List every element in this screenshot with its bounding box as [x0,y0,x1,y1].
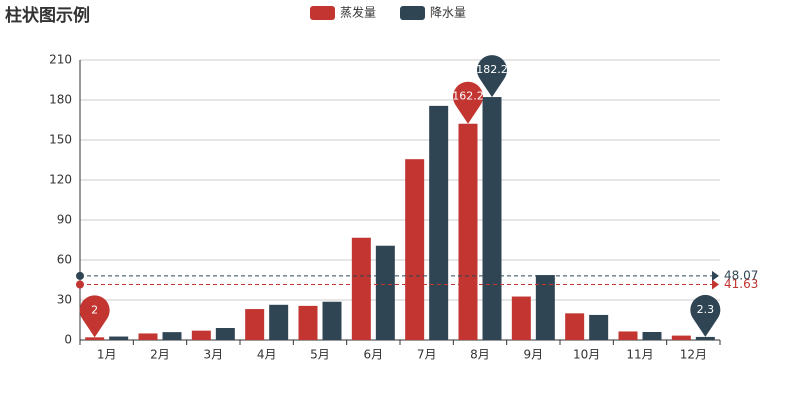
bar [245,309,265,340]
bar [589,314,609,340]
mark-pin [79,295,110,338]
mark-pin [477,55,508,98]
x-tick-label: 4月 [257,348,277,362]
bar [405,159,425,340]
mark-pin-label: 2.3 [697,303,715,316]
bar [671,335,691,340]
x-tick-label: 12月 [680,348,707,362]
x-tick-label: 10月 [573,348,600,362]
y-tick-label: 30 [57,293,72,307]
bar [511,296,531,340]
x-tick-label: 1月 [97,348,117,362]
average-label: 48.07 [724,268,758,282]
x-tick-label: 5月 [310,348,330,362]
bar [298,305,318,340]
bar [429,105,449,340]
mark-pin-label: 2 [91,303,98,316]
bar [482,97,502,340]
y-tick-label: 150 [49,133,72,147]
legend-label: 降水量 [430,6,466,20]
y-tick-label: 210 [49,53,72,67]
x-tick-label: 8月 [470,348,490,362]
bar [695,336,715,340]
bar [85,337,105,340]
average-start [76,280,84,289]
y-tick-label: 90 [57,213,72,227]
bar [565,313,585,340]
x-tick-label: 7月 [417,348,437,362]
bar [642,332,662,340]
mark-pin [452,81,483,124]
mark-pin-label: 182.2 [476,63,508,76]
x-tick-label: 2月 [150,348,170,362]
bar [618,331,638,340]
average-arrow [712,279,719,290]
y-tick-label: 180 [49,93,72,107]
bar [351,237,371,340]
mark-pin-label: 162.2 [452,90,484,103]
x-tick-label: 11月 [626,348,653,362]
x-tick-label: 3月 [204,348,224,362]
chart-title: 柱状图示例 [5,5,90,26]
x-tick-label: 6月 [364,348,384,362]
y-tick-label: 60 [57,253,72,267]
average-start [76,271,84,280]
x-tick-label: 9月 [524,348,544,362]
bar [162,332,182,340]
bar [375,245,395,340]
average-label: 41.63 [724,277,758,291]
legend-label: 蒸发量 [340,5,376,20]
bar [535,275,555,340]
y-tick-label: 0 [64,333,72,347]
legend-swatch [400,6,425,20]
legend-swatch [310,6,335,20]
mark-pin [690,294,721,337]
bar [269,304,289,340]
bar [458,123,478,340]
bar [138,333,158,340]
bar [191,330,211,340]
bar [109,336,129,340]
y-tick-label: 120 [49,173,72,187]
bar [215,328,235,340]
average-arrow [712,270,719,281]
bar [322,301,342,340]
